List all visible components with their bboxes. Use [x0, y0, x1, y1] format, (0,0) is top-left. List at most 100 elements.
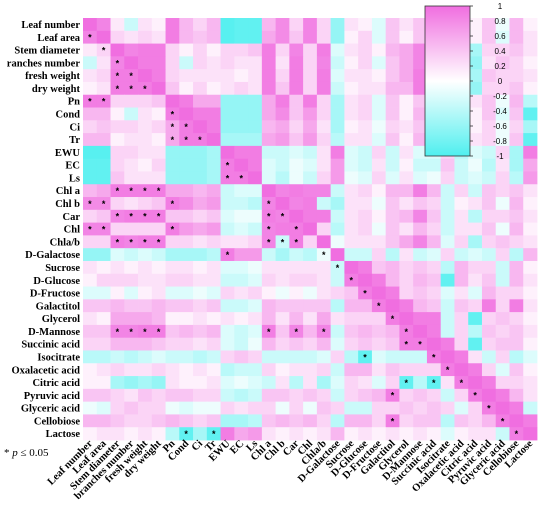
heatmap-cell — [481, 248, 497, 262]
heatmap-cell — [206, 197, 221, 211]
heatmap-cell — [316, 324, 332, 339]
heatmap-cell — [110, 18, 125, 32]
heatmap-cell — [440, 260, 455, 275]
heatmap-cell — [468, 209, 483, 224]
heatmap-cell — [316, 30, 332, 44]
heatmap-cell — [165, 376, 180, 390]
heatmap-cell — [179, 248, 194, 262]
heatmap-cell — [316, 158, 332, 172]
heatmap-cell — [206, 299, 221, 313]
heatmap-cell — [261, 350, 277, 364]
heatmap-cell — [261, 209, 277, 224]
heatmap-cell — [426, 260, 442, 275]
heatmap-cell — [399, 286, 414, 300]
heatmap-cell — [96, 324, 111, 339]
heatmap-cell — [206, 184, 221, 198]
heatmap-cell — [248, 43, 263, 57]
heatmap-cell — [440, 158, 455, 172]
heatmap-cell — [220, 94, 235, 108]
significance-mark: * — [116, 71, 120, 81]
heatmap-cell — [220, 120, 235, 134]
heatmap-cell — [481, 427, 497, 441]
heatmap-cell — [179, 184, 194, 198]
heatmap-cell — [371, 350, 387, 364]
heatmap-cell — [220, 260, 235, 275]
heatmap-cell — [399, 209, 414, 224]
heatmap-cell — [248, 30, 263, 44]
heatmap-cell — [110, 133, 125, 147]
heatmap-cell — [509, 69, 524, 83]
heatmap-cell — [371, 107, 387, 121]
heatmap-cell — [509, 30, 524, 44]
heatmap-cell — [124, 69, 139, 83]
heatmap-cell — [248, 427, 263, 441]
heatmap-cell — [179, 30, 194, 44]
heatmap-cell — [303, 260, 318, 275]
heatmap-cell — [399, 363, 414, 377]
heatmap-cell — [165, 401, 180, 415]
heatmap-cell — [220, 107, 235, 121]
heatmap-cell — [495, 337, 510, 351]
heatmap-cell — [454, 312, 469, 326]
heatmap-cell — [151, 209, 166, 224]
heatmap-cell — [385, 260, 400, 275]
heatmap-cell — [468, 197, 483, 211]
heatmap-cell — [96, 69, 111, 83]
significance-mark: * — [88, 225, 92, 235]
heatmap-cell — [151, 273, 166, 287]
heatmap-cell — [399, 350, 414, 364]
heatmap-cell — [509, 427, 524, 441]
heatmap-cell — [454, 363, 469, 377]
heatmap-cell — [481, 312, 497, 326]
heatmap-cell — [385, 299, 400, 313]
row-label: D-Glucose — [33, 276, 80, 287]
heatmap-cell — [275, 94, 290, 108]
heatmap-cell — [138, 427, 153, 441]
heatmap-cell — [385, 312, 400, 326]
heatmap-cell — [151, 414, 166, 428]
heatmap-cell — [83, 363, 98, 377]
heatmap-cell — [495, 273, 510, 287]
heatmap-cell — [440, 414, 455, 428]
heatmap-cell — [399, 133, 414, 147]
heatmap-cell — [83, 235, 98, 249]
heatmap-cell — [385, 197, 400, 211]
heatmap-cell — [358, 94, 373, 108]
heatmap-cell — [83, 133, 98, 147]
heatmap-cell — [454, 260, 469, 275]
significance-mark: * — [198, 135, 202, 145]
heatmap-cell — [454, 324, 469, 339]
row-label: Leaf area — [37, 33, 80, 44]
heatmap-cell — [206, 120, 221, 134]
heatmap-cell — [275, 324, 290, 339]
heatmap-cell — [193, 18, 208, 32]
heatmap-cell — [303, 158, 318, 172]
heatmap-cell — [220, 312, 235, 326]
significance-mark: * — [171, 109, 175, 119]
heatmap-cell — [151, 376, 166, 390]
heatmap-cell — [358, 324, 373, 339]
heatmap-cell — [179, 427, 194, 441]
heatmap-cell — [220, 171, 235, 185]
heatmap-cell — [481, 30, 497, 44]
heatmap-cell — [495, 363, 510, 377]
heatmap-cell — [289, 260, 304, 275]
heatmap-cell — [481, 235, 497, 249]
heatmap-cell — [454, 337, 469, 351]
heatmap-cell — [261, 414, 277, 428]
significance-mark: * — [157, 186, 161, 196]
row-label: Glyceric acid — [21, 404, 80, 415]
heatmap-cell — [385, 286, 400, 300]
heatmap-cell — [248, 286, 263, 300]
footnote-condition: ≤ 0.05 — [20, 447, 49, 459]
heatmap-cell — [481, 81, 497, 96]
heatmap-cell — [509, 248, 524, 262]
heatmap-cell — [385, 401, 400, 415]
heatmap-cell — [509, 81, 524, 96]
heatmap-cell — [413, 337, 428, 351]
heatmap-cell — [151, 133, 166, 147]
heatmap-cell — [371, 273, 387, 287]
heatmap-cell — [413, 222, 428, 236]
heatmap-cell — [316, 171, 332, 185]
significance-mark: * — [391, 314, 395, 324]
